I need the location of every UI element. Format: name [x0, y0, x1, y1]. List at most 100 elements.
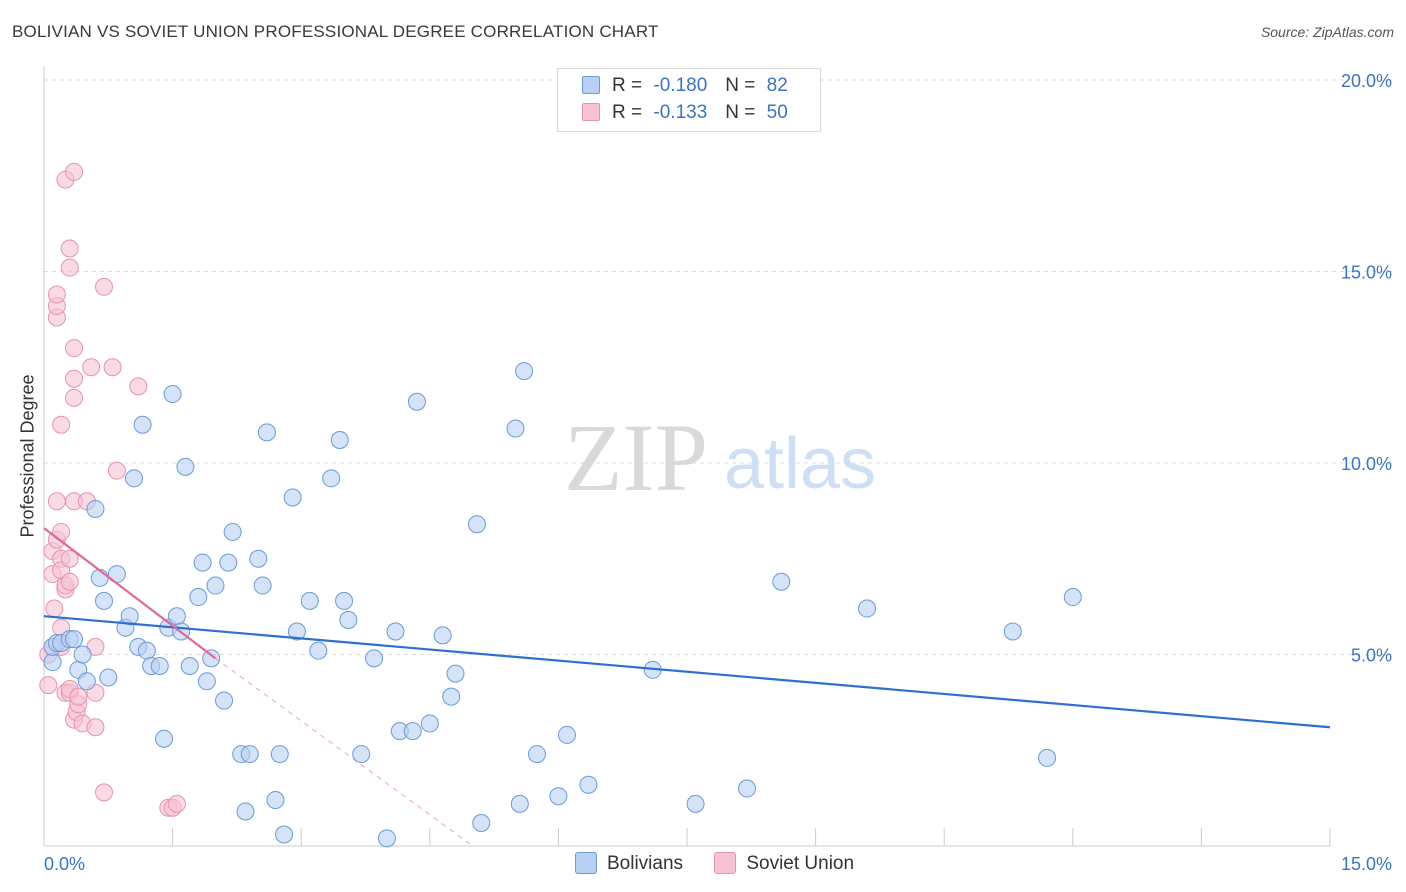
legend-swatch-blue: [582, 76, 600, 94]
legend-row-soviet-union: R = -0.133 N = 50: [582, 102, 788, 126]
bolivians-trend-line: [43, 615, 1331, 729]
bolivians-point: [322, 469, 341, 488]
legend-n-value: 50: [766, 102, 788, 123]
bolivians-point: [189, 588, 208, 607]
legend-label-soviet-union: Soviet Union: [746, 853, 855, 874]
soviet-union-point: [60, 258, 79, 277]
soviet-union-point: [65, 388, 84, 407]
bolivians-point: [300, 591, 319, 610]
legend-r-label: R =: [612, 75, 643, 96]
bolivians-point: [125, 469, 144, 488]
soviet-union-points: [39, 162, 186, 817]
legend-item-bolivians[interactable]: Bolivians: [575, 852, 683, 875]
bolivians-point: [167, 607, 186, 626]
bolivians-point: [772, 572, 791, 591]
bolivians-point: [253, 576, 272, 595]
bolivians-point: [95, 591, 114, 610]
soviet-union-point: [45, 599, 64, 618]
bolivians-point: [197, 672, 216, 691]
bolivians-point: [150, 656, 169, 675]
bolivians-point: [86, 499, 105, 518]
bolivians-point: [73, 645, 92, 664]
soviet-union-point: [65, 369, 84, 388]
bolivians-point: [446, 664, 465, 683]
y-tick-label: 15.0%: [1341, 263, 1392, 283]
legend-swatch-blue: [575, 852, 597, 874]
legend-r-value: -0.180: [653, 75, 708, 96]
legend-swatch-pink: [714, 852, 737, 874]
legend-r-label: R =: [612, 102, 643, 123]
bolivians-point: [219, 553, 238, 572]
soviet-union-trend-line: [43, 527, 217, 660]
chart-title: BOLIVIAN VS SOVIET UNION PROFESSIONAL DE…: [12, 22, 659, 41]
y-tick-label: 20.0%: [1341, 71, 1392, 91]
y-tick-label: 10.0%: [1341, 454, 1392, 474]
bolivians-point: [403, 722, 422, 741]
bolivians-point: [510, 794, 529, 813]
bolivians-point: [339, 611, 358, 630]
soviet-union-point: [86, 718, 105, 737]
bolivians-point: [365, 649, 384, 668]
y-axis-label: Professional Degree: [17, 374, 38, 538]
soviet-union-point: [107, 461, 126, 480]
soviet-union-point: [39, 676, 58, 695]
bolivians-point: [283, 488, 302, 507]
grid-lines: [44, 79, 1394, 655]
bolivians-point: [557, 725, 576, 744]
legend-swatch-pink: [582, 103, 600, 121]
bolivians-point: [257, 423, 276, 442]
x-tick-label: 0.0%: [44, 854, 85, 874]
bolivians-point: [275, 825, 294, 844]
soviet-union-point: [65, 339, 84, 358]
soviet-union-trend-extension: [215, 657, 473, 847]
legend-row-bolivians: R = -0.180 N = 82: [582, 75, 788, 99]
bolivians-point: [270, 745, 289, 764]
bolivians-point: [330, 431, 349, 450]
legend-n-label: N =: [725, 102, 756, 123]
watermark-zip: ZIP: [564, 404, 708, 511]
soviet-union-point: [52, 415, 71, 434]
bolivians-point: [407, 392, 426, 411]
watermark-atlas: atlas: [724, 424, 876, 504]
bolivians-point: [352, 745, 371, 764]
bolivians-point: [133, 415, 152, 434]
bolivians-point: [193, 553, 212, 572]
legend-n-label: N =: [725, 75, 756, 96]
bolivians-points: [43, 362, 1082, 848]
bolivians-point: [377, 829, 396, 848]
bolivians-point: [579, 775, 598, 794]
soviet-union-point: [47, 492, 66, 511]
bolivians-point: [467, 515, 486, 534]
bolivians-point: [215, 691, 234, 710]
soviet-union-point: [60, 239, 79, 258]
soviet-union-point: [69, 687, 88, 706]
bolivians-point: [223, 522, 242, 541]
legend-item-soviet-union[interactable]: Soviet Union: [714, 852, 854, 875]
bolivians-point: [266, 791, 285, 810]
bolivians-point: [515, 362, 534, 381]
bolivians-point: [335, 591, 354, 610]
soviet-union-point: [60, 549, 79, 568]
trend-lines: [43, 527, 1331, 847]
soviet-union-point: [95, 783, 114, 802]
axes: [43, 66, 1331, 847]
bolivians-point: [1003, 622, 1022, 641]
bolivians-point: [858, 599, 877, 618]
bolivians-point: [43, 653, 62, 672]
correlation-legend: R = -0.180 N = 82 R = -0.133 N = 50: [557, 68, 821, 132]
bolivians-point: [206, 576, 225, 595]
soviet-union-point: [47, 285, 66, 304]
bolivians-point: [65, 630, 84, 649]
bolivians-point: [686, 794, 705, 813]
bolivians-point: [180, 656, 199, 675]
bolivians-point: [99, 668, 118, 687]
bolivians-point: [176, 457, 195, 476]
bolivians-point: [202, 649, 221, 668]
legend-n-value: 82: [766, 75, 788, 96]
soviet-union-point: [167, 794, 186, 813]
soviet-union-point: [103, 358, 122, 377]
bolivians-point: [506, 419, 525, 438]
bolivians-point: [309, 641, 328, 660]
bolivians-point: [442, 687, 461, 706]
